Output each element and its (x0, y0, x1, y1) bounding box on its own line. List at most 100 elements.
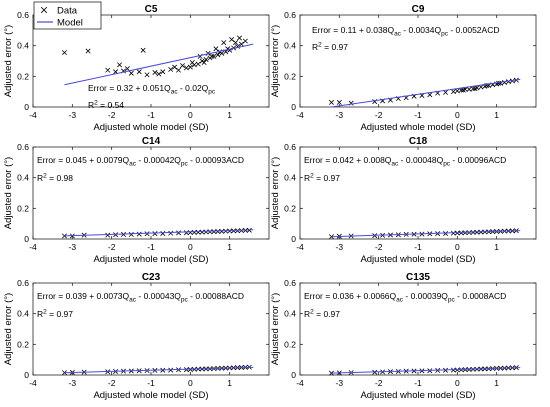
data-point (211, 229, 217, 235)
x-tick-label: -1 (147, 110, 155, 120)
y-tick-label: 0.4 (17, 41, 29, 51)
x-tick-label: -2 (375, 378, 383, 388)
y-tick-label: 0 (291, 234, 296, 244)
x-tick-label: 1 (227, 110, 232, 120)
x-axis-label: Adjusted whole model (SD) (360, 122, 475, 133)
y-tick-label: 0.6 (284, 278, 296, 288)
y-tick-label: 0 (24, 102, 29, 112)
x-tick-label: 0 (188, 110, 193, 120)
x-tick-label: 0 (455, 242, 460, 252)
equation-text: - 0.0052ACD (448, 25, 500, 35)
equation-text: Error = 0.039 + 0.0073Q (37, 291, 130, 301)
equation-subscript: pc (441, 31, 449, 38)
data-point (140, 47, 146, 53)
data-point (144, 231, 150, 237)
x-tick-label: 0 (455, 378, 460, 388)
equation-text: - 0.00039Q (403, 291, 448, 301)
equation-subscript: ac (129, 161, 137, 168)
data-point (233, 40, 239, 46)
equation-text: - 0.00042Q (136, 155, 181, 165)
r-squared: R2 = 0.54 (88, 100, 124, 111)
y-tick-label: 0.6 (284, 142, 296, 152)
data-point (176, 230, 182, 236)
x-tick-label: 0 (188, 378, 193, 388)
model-fit-line (64, 229, 254, 237)
data-point (470, 86, 476, 92)
r2-label: R (37, 173, 43, 183)
model-fit-line (331, 230, 521, 238)
y-tick-label: 0 (291, 370, 296, 380)
equation-text: Error = 0.11 + 0.038Q (312, 25, 394, 35)
data-point (199, 229, 205, 235)
x-tick-label: 1 (494, 110, 499, 120)
data-point (237, 35, 242, 41)
data-point (183, 230, 189, 236)
data-point (205, 50, 211, 56)
x-axis-label: Adjusted whole model (SD) (360, 254, 475, 265)
equation-text: - 0.0008ACD (455, 291, 507, 301)
data-point (61, 50, 67, 56)
equation-text: Error = 0.042 + 0.008Q (304, 155, 392, 165)
x-tick-label: -1 (414, 378, 422, 388)
data-point (203, 229, 209, 235)
data-point (450, 89, 456, 95)
x-tick-label: -3 (69, 378, 77, 388)
x-tick-label: -4 (296, 378, 304, 388)
data-point (144, 72, 150, 78)
equation-subscript: pc (448, 297, 456, 304)
y-axis-label: Adjusted error (°) (3, 25, 14, 97)
y-tick-label: 0.6 (17, 142, 29, 152)
x-tick-label: 1 (494, 242, 499, 252)
x-axis-label: Adjusted whole model (SD) (93, 254, 208, 265)
data-point (203, 56, 209, 62)
panel-c5: -4 -3 -2 -1 0 1 0 0.2 0.4 0.6 C5 Adjusted whole mod… (3, 1, 270, 133)
data-point (160, 69, 166, 75)
data-point (156, 71, 162, 77)
x-tick-label: -2 (375, 242, 383, 252)
r2-value: = 0.97 (47, 309, 74, 319)
y-tick-label: 0.2 (17, 71, 29, 81)
data-point (219, 228, 225, 234)
legend-label-data: Data (57, 6, 78, 17)
data-point (160, 230, 166, 236)
data-point (168, 66, 174, 72)
data-point (189, 60, 195, 66)
data-point (195, 61, 201, 67)
equation-text: - 0.00093ACD (188, 155, 244, 165)
r2-exponent: 2 (310, 173, 314, 180)
r-squared: R2 = 0.97 (304, 173, 340, 184)
data-point (238, 41, 244, 47)
data-point (176, 67, 182, 73)
y-axis-label: Adjusted error (°) (3, 157, 14, 229)
y-axis-label: Adjusted error (°) (270, 293, 281, 365)
chart-title: C23 (142, 272, 161, 283)
data-point (496, 80, 502, 86)
x-axis-label: Adjusted whole model (SD) (93, 122, 208, 133)
x-tick-label: -4 (296, 242, 304, 252)
r2-value: = 0.98 (47, 173, 74, 183)
data-point (215, 52, 221, 58)
fit-equation: Error = 0.042 + 0.008Qac - 0.00048Qpc - … (304, 155, 506, 168)
r2-value: = 0.97 (314, 309, 341, 319)
data-point (136, 231, 142, 237)
data-point (211, 53, 217, 59)
data-point (229, 37, 235, 43)
x-tick-label: -2 (108, 110, 116, 120)
fit-equation: Error = 0.039 + 0.0073Qac - 0.00043Qpc -… (37, 291, 244, 304)
x-tick-label: -3 (69, 242, 77, 252)
x-tick-label: -1 (414, 110, 422, 120)
data-point (187, 64, 193, 70)
data-point (195, 229, 201, 235)
r2-value: = 0.97 (314, 173, 341, 183)
y-tick-label: 0 (24, 234, 29, 244)
y-tick-label: 0.4 (284, 173, 296, 183)
x-tick-label: -3 (336, 110, 344, 120)
data-point (209, 53, 215, 59)
model-fit-line (64, 366, 254, 374)
model-fit-line (331, 78, 521, 108)
data-point (105, 232, 111, 238)
r2-exponent: 2 (318, 42, 322, 49)
equation-subscript: pc (181, 161, 189, 168)
r2-label: R (88, 100, 94, 110)
